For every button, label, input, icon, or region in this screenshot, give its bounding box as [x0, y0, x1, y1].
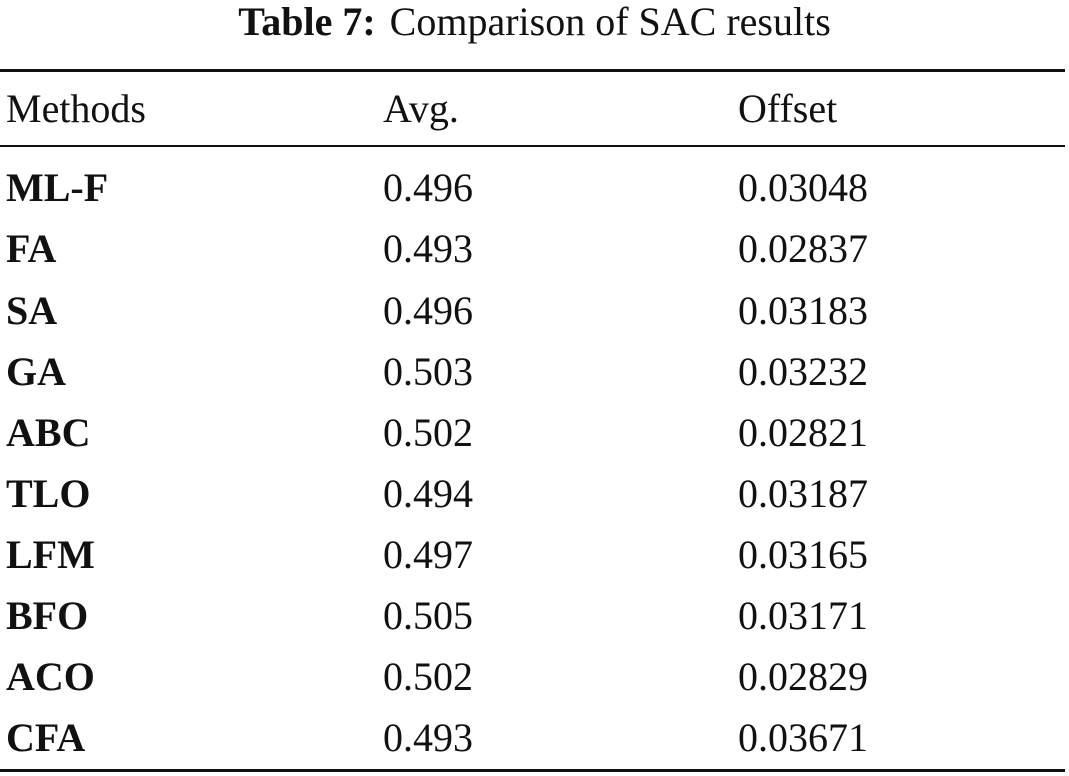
method-cell: ABC: [6, 410, 91, 455]
table-row: LFM 0.497 0.03165: [0, 524, 1065, 585]
table-row: ML-F 0.496 0.03048: [0, 157, 1065, 218]
offset-cell: 0.03171: [738, 593, 868, 638]
table-row: ACO 0.502 0.02829: [0, 646, 1065, 707]
table-caption-text: Comparison of SAC results: [389, 0, 831, 44]
table-row: TLO 0.494 0.03187: [0, 463, 1065, 524]
offset-cell: 0.03232: [738, 349, 868, 394]
offset-cell: 0.03187: [738, 471, 868, 516]
offset-cell: 0.02837: [738, 226, 868, 271]
table-header-rule: [0, 145, 1065, 147]
table-header-row: Methods Avg. Offset: [0, 78, 1065, 139]
method-cell: ML-F: [6, 165, 109, 210]
avg-cell: 0.493: [383, 715, 473, 760]
header-offset: Offset: [738, 86, 838, 131]
header-methods: Methods: [6, 86, 146, 131]
table-row: BFO 0.505 0.03171: [0, 585, 1065, 646]
offset-cell: 0.03183: [738, 288, 868, 333]
avg-cell: 0.502: [383, 654, 473, 699]
table-row: ABC 0.502 0.02821: [0, 402, 1065, 463]
method-cell: BFO: [6, 593, 89, 638]
table-row: GA 0.503 0.03232: [0, 341, 1065, 402]
offset-cell: 0.03671: [738, 715, 868, 760]
method-cell: SA: [6, 288, 58, 333]
avg-cell: 0.496: [383, 288, 473, 333]
method-cell: ACO: [6, 654, 95, 699]
method-cell: TLO: [6, 471, 91, 516]
offset-cell: 0.02821: [738, 410, 868, 455]
table-bottom-rule: [0, 769, 1065, 772]
table-top-rule: [0, 69, 1065, 72]
table-row: CFA 0.493 0.03671: [0, 707, 1065, 768]
avg-cell: 0.494: [383, 471, 473, 516]
header-avg: Avg.: [383, 86, 459, 131]
method-cell: CFA: [6, 715, 86, 760]
table-row: FA 0.493 0.02837: [0, 218, 1065, 279]
avg-cell: 0.503: [383, 349, 473, 394]
avg-cell: 0.497: [383, 532, 473, 577]
table-row: SA 0.496 0.03183: [0, 280, 1065, 341]
method-cell: GA: [6, 349, 66, 394]
offset-cell: 0.02829: [738, 654, 868, 699]
avg-cell: 0.496: [383, 165, 473, 210]
table-caption-label: Table 7:: [238, 0, 376, 44]
table-caption: Table 7: Comparison of SAC results: [0, 0, 1069, 48]
offset-cell: 0.03048: [738, 165, 868, 210]
avg-cell: 0.505: [383, 593, 473, 638]
avg-cell: 0.502: [383, 410, 473, 455]
avg-cell: 0.493: [383, 226, 473, 271]
offset-cell: 0.03165: [738, 532, 868, 577]
method-cell: FA: [6, 226, 57, 271]
method-cell: LFM: [6, 532, 95, 577]
